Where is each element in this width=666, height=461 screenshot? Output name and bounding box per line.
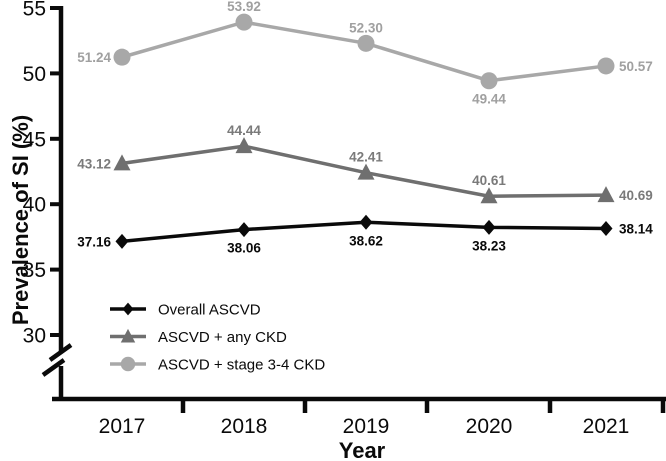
- y-tick-label: 55: [23, 0, 46, 21]
- series-ascvd-any-ckd: 43.12 44.44 42.41 40.61 40.69: [77, 123, 653, 204]
- legend-label: ASCVD + any CKD: [158, 329, 287, 346]
- diamond-marker-icon: [482, 219, 496, 235]
- legend-label: Overall ASCVD: [158, 302, 261, 319]
- data-point-label: 38.14: [619, 222, 653, 237]
- x-tick-label: 2017: [99, 415, 146, 438]
- data-point-label: 42.41: [349, 150, 383, 165]
- series-overall-ascvd: 37.16 38.06 38.62 38.23 38.14: [77, 214, 653, 256]
- y-axis-title: Prevalence of SI (%): [8, 115, 33, 325]
- circle-marker-icon: [357, 34, 375, 52]
- diamond-marker-icon: [237, 222, 251, 238]
- data-point-label: 38.06: [227, 241, 261, 256]
- diamond-marker-icon: [115, 233, 129, 249]
- circle-marker-icon: [113, 48, 131, 66]
- x-axis-title: Year: [339, 438, 386, 461]
- data-point-label: 38.62: [349, 233, 383, 248]
- triangle-marker-icon: [235, 137, 253, 154]
- diamond-marker-icon: [599, 221, 613, 237]
- data-point-label: 51.24: [77, 50, 111, 65]
- y-tick-label: 35: [23, 259, 46, 282]
- y-tick-label: 30: [23, 325, 46, 348]
- y-tick-label: 45: [23, 128, 46, 151]
- x-tick-label: 2021: [583, 415, 630, 438]
- axis-break-mark-icon: [41, 358, 66, 377]
- legend-item: ASCVD + any CKD: [110, 328, 287, 346]
- legend-item: ASCVD + stage 3-4 CKD: [110, 357, 325, 374]
- diamond-marker-icon: [359, 214, 373, 230]
- legend: Overall ASCVD ASCVD + any CKD ASCVD + stag…: [110, 302, 325, 374]
- x-tick-label: 2019: [343, 415, 390, 438]
- data-point-label: 44.44: [227, 123, 261, 138]
- x-tick-label: 2020: [466, 415, 513, 438]
- triangle-marker-icon: [480, 187, 498, 204]
- data-point-label: 40.61: [472, 173, 506, 188]
- axes: 55 50 45 40 35 30 2017 2018 2019 2020 2021: [23, 0, 666, 438]
- data-point-label: 52.30: [349, 20, 383, 35]
- circle-marker-icon: [235, 13, 253, 31]
- legend-item: Overall ASCVD: [110, 302, 261, 319]
- circle-marker-icon: [120, 356, 136, 372]
- x-tick-label: 2018: [221, 415, 268, 438]
- circle-marker-icon: [480, 72, 498, 90]
- axis-break-mark-icon: [48, 343, 73, 362]
- data-point-label: 38.23: [472, 238, 506, 253]
- data-point-label: 49.44: [472, 92, 506, 107]
- diamond-marker-icon: [122, 302, 134, 316]
- data-point-label: 37.16: [77, 234, 111, 249]
- triangle-marker-icon: [120, 328, 136, 343]
- data-point-label: 50.57: [619, 59, 653, 74]
- y-tick-label: 40: [23, 194, 46, 217]
- data-point-label: 53.92: [227, 0, 261, 14]
- data-point-label: 43.12: [77, 156, 111, 171]
- series-ascvd-stage-3-4-ckd: 51.24 53.92 52.30 49.44 50.57: [77, 0, 653, 107]
- data-point-label: 40.69: [619, 188, 653, 203]
- legend-label: ASCVD + stage 3-4 CKD: [158, 357, 325, 374]
- triangle-marker-icon: [113, 154, 131, 171]
- y-tick-label: 50: [23, 63, 46, 86]
- triangle-marker-icon: [357, 163, 375, 180]
- circle-marker-icon: [597, 57, 615, 75]
- triangle-marker-icon: [597, 186, 615, 203]
- series-layer: 37.16 38.06 38.62 38.23 38.14 43.12 44.44 42.41…: [77, 0, 653, 256]
